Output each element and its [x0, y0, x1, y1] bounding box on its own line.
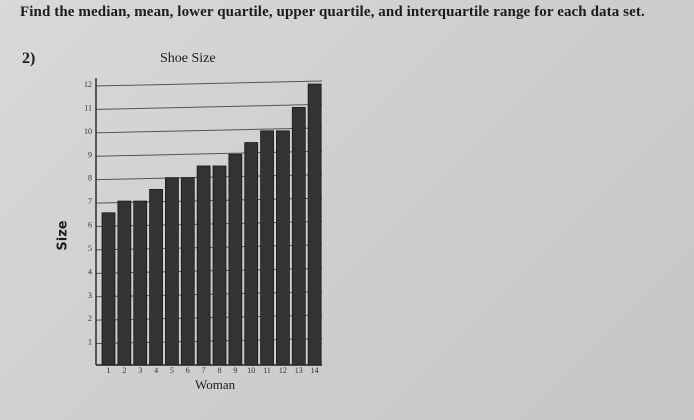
y-tick-label: 2	[88, 314, 92, 323]
bar	[101, 212, 116, 366]
bar	[228, 153, 243, 366]
x-tick-label: 2	[122, 366, 126, 375]
y-axis-title: Size	[55, 220, 71, 251]
y-tick-label: 9	[88, 150, 92, 159]
grid-line	[95, 103, 323, 110]
y-tick-label: 10	[84, 127, 92, 136]
bar	[212, 165, 227, 366]
bar	[307, 83, 322, 366]
x-tick-label: 7	[202, 366, 206, 375]
y-tick-label: 1	[88, 338, 92, 347]
y-tick-label: 3	[88, 291, 92, 300]
instruction-text: Find the median, mean, lower quartile, u…	[20, 4, 645, 20]
x-tick-label: 12	[279, 366, 287, 375]
bar	[133, 200, 148, 366]
x-tick-label: 1	[107, 366, 111, 375]
bar	[165, 177, 179, 366]
chart-title: Shoe Size	[160, 51, 216, 66]
y-tick-label: 5	[88, 244, 92, 253]
x-tick-label: 13	[295, 366, 303, 375]
bar	[291, 107, 306, 366]
bar	[276, 130, 290, 366]
x-tick-label: 10	[247, 366, 255, 375]
bar	[149, 188, 163, 366]
x-tick-label: 14	[311, 366, 319, 375]
bar	[244, 142, 259, 366]
x-axis-title: Woman	[195, 377, 236, 392]
x-tick-label: 4	[154, 366, 158, 375]
grid-line	[95, 127, 323, 134]
y-tick-label: 11	[84, 103, 92, 112]
grid-line	[95, 80, 323, 87]
x-tick-label: 3	[138, 366, 142, 375]
problem-number: 2)	[22, 50, 36, 67]
y-tick-label: 4	[88, 267, 92, 276]
bar	[260, 130, 274, 366]
x-tick-label: 6	[186, 366, 190, 375]
x-tick-label: 8	[218, 366, 222, 375]
y-tick-label: 8	[88, 174, 92, 183]
y-tick-label: 7	[88, 197, 92, 206]
x-tick-label: 5	[170, 366, 174, 375]
bar	[117, 200, 132, 366]
x-tick-label: 11	[263, 366, 271, 375]
bar	[180, 177, 195, 366]
y-tick-label: 12	[84, 80, 92, 89]
bar	[196, 165, 211, 366]
x-tick-label: 9	[233, 366, 237, 375]
y-tick-label: 6	[88, 221, 92, 230]
